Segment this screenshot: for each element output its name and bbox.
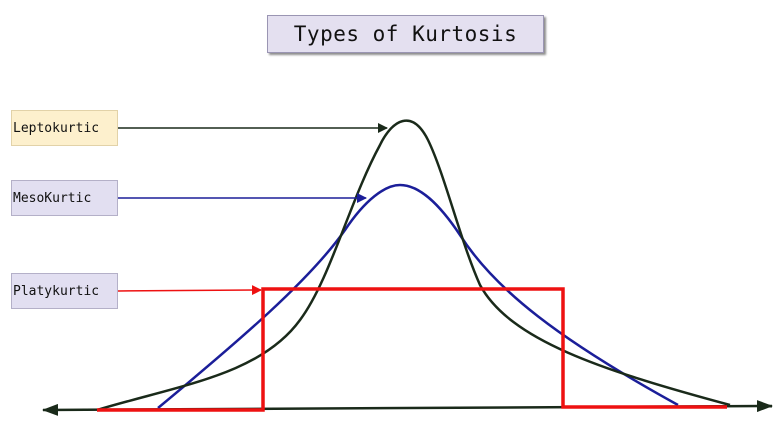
mesokurtic-label: MesoKurtic bbox=[11, 180, 118, 216]
leptokurtic-label: Leptokurtic bbox=[11, 110, 118, 146]
mesokurtic-curve bbox=[157, 183, 679, 409]
platykurtic-arrow bbox=[117, 285, 262, 296]
platykurtic-label: Platykurtic bbox=[11, 273, 118, 309]
leptokurtic-curve bbox=[96, 119, 731, 412]
diagram-title: Types of Kurtosis bbox=[267, 15, 544, 53]
platykurtic-shape bbox=[97, 287, 727, 412]
